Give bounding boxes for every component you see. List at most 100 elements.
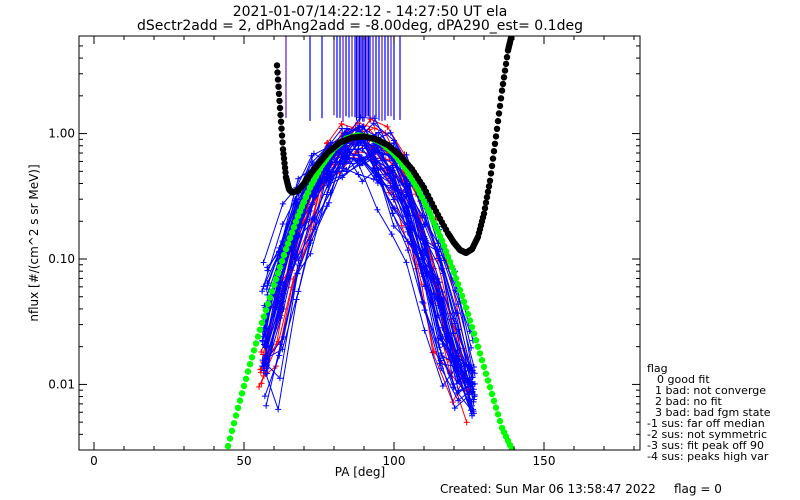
spectrum-point: [279, 221, 286, 228]
y-tick-label: 0.01: [48, 377, 75, 391]
black-fit-point: [275, 83, 282, 90]
spectrum-point: [404, 204, 411, 211]
black-fit-point: [483, 194, 491, 201]
spectrum-point: [418, 254, 425, 261]
legend-item: 2 bad: no fit: [655, 395, 723, 408]
green-fit-point: [486, 384, 494, 391]
spectrum-point: [256, 383, 263, 390]
spectrum-point: [338, 120, 345, 127]
green-fit-point: [468, 323, 476, 331]
flag-value: flag = 0: [674, 482, 722, 496]
green-fit-point: [496, 417, 504, 425]
created-timestamp: Created: Sun Mar 06 13:58:47 2022: [440, 482, 656, 496]
spectrum-point: [293, 203, 300, 210]
flag-legend: flag 0 good fit 1 bad: not converge 2 ba…: [647, 362, 771, 463]
spectrum-point: [276, 288, 283, 295]
spectrum-point: [375, 172, 382, 179]
black-fit-point: [497, 95, 505, 102]
black-fit-point: [276, 104, 284, 112]
spectrum-point: [325, 199, 332, 206]
spectrum-point: [279, 200, 286, 207]
spectrum-point: [359, 145, 366, 152]
black-fit-point: [496, 102, 504, 110]
black-fit-point: [481, 205, 489, 212]
green-fit-point: [456, 286, 464, 294]
green-fit-point: [232, 412, 240, 419]
spectrum-point: [261, 393, 268, 400]
spectrum-line: [261, 157, 475, 368]
spectrum-point: [439, 289, 446, 296]
green-fit-point: [492, 404, 500, 411]
spectrum-point: [436, 246, 443, 253]
spectrum-point: [471, 370, 478, 377]
spectrum-point: [307, 237, 314, 244]
plot-frame: [78, 35, 641, 451]
spectrum-point: [390, 222, 397, 229]
green-fit-point: [450, 269, 458, 276]
plot-area: [223, 36, 516, 457]
black-fit-point: [502, 60, 510, 68]
spectrum-point: [260, 259, 267, 266]
green-fit-point: [466, 317, 474, 324]
spectrum-point: [343, 168, 350, 175]
green-fit-point: [454, 281, 462, 288]
spectrum-line: [262, 154, 475, 400]
legend-item: -3 sus: fit peak off 90: [647, 439, 764, 452]
green-fit-point: [228, 427, 236, 434]
spectrum-line: [264, 156, 475, 403]
spectrum-point: [309, 199, 316, 206]
chart-title-line-2: dSectr2add = 2, dPhAng2add = -8.00deg, d…: [137, 18, 583, 34]
green-fit-point: [482, 370, 490, 377]
green-fit-point: [480, 363, 488, 371]
spectrum-point: [278, 304, 285, 311]
spectrum-point: [422, 282, 429, 289]
spectrum-point: [421, 327, 428, 334]
black-fit-point: [487, 170, 495, 177]
spectrum-point: [455, 357, 462, 364]
black-fit-point: [278, 132, 286, 139]
y-tick-label: 0.10: [48, 252, 75, 266]
spectrum-point: [420, 223, 427, 230]
green-fit-point: [460, 298, 468, 305]
spectrum-point: [470, 398, 477, 405]
x-tick-label: 100: [383, 454, 406, 468]
black-fit-point: [494, 117, 502, 125]
green-fit-point: [223, 451, 229, 457]
x-tick-label: 150: [533, 454, 556, 468]
spectrum-point: [450, 381, 457, 388]
spectrum-point: [439, 333, 446, 340]
black-fit-point: [276, 97, 283, 105]
spectrum-point: [404, 247, 411, 254]
green-fit-point: [282, 245, 290, 253]
green-fit-point: [246, 361, 254, 368]
spectrum-point: [455, 326, 462, 333]
spectrum-point: [258, 349, 265, 356]
green-fit-point: [238, 390, 246, 397]
green-fit-point: [472, 337, 480, 344]
spectrum-point: [294, 270, 301, 277]
spectrum-point: [259, 288, 266, 295]
green-fit-point: [284, 240, 292, 247]
spectrum-point: [387, 129, 394, 136]
black-fit-point: [500, 74, 508, 81]
legend-item: -2 sus: not symmetric: [647, 428, 767, 441]
spectrum-point: [260, 360, 267, 367]
black-fit-point: [499, 80, 507, 88]
spectrum-point: [261, 341, 268, 348]
spectrum-point: [389, 164, 396, 171]
legend-item: 3 bad: bad fgm state: [655, 406, 771, 419]
black-fit-point: [279, 139, 286, 146]
spectrum-point: [370, 120, 377, 127]
green-fit-point: [256, 326, 264, 333]
spectrum-point: [359, 178, 366, 185]
green-fit-point: [242, 375, 250, 382]
green-fit-point: [272, 275, 280, 283]
green-fit-point: [258, 319, 266, 326]
x-axis-label: PA [deg]: [335, 465, 385, 479]
black-fit-point: [280, 155, 288, 162]
green-fit-point: [280, 251, 288, 259]
green-fit-point: [490, 397, 498, 404]
spectrum-point: [391, 184, 398, 191]
spectrum-point: [451, 405, 458, 412]
green-fit-point: [236, 397, 244, 404]
